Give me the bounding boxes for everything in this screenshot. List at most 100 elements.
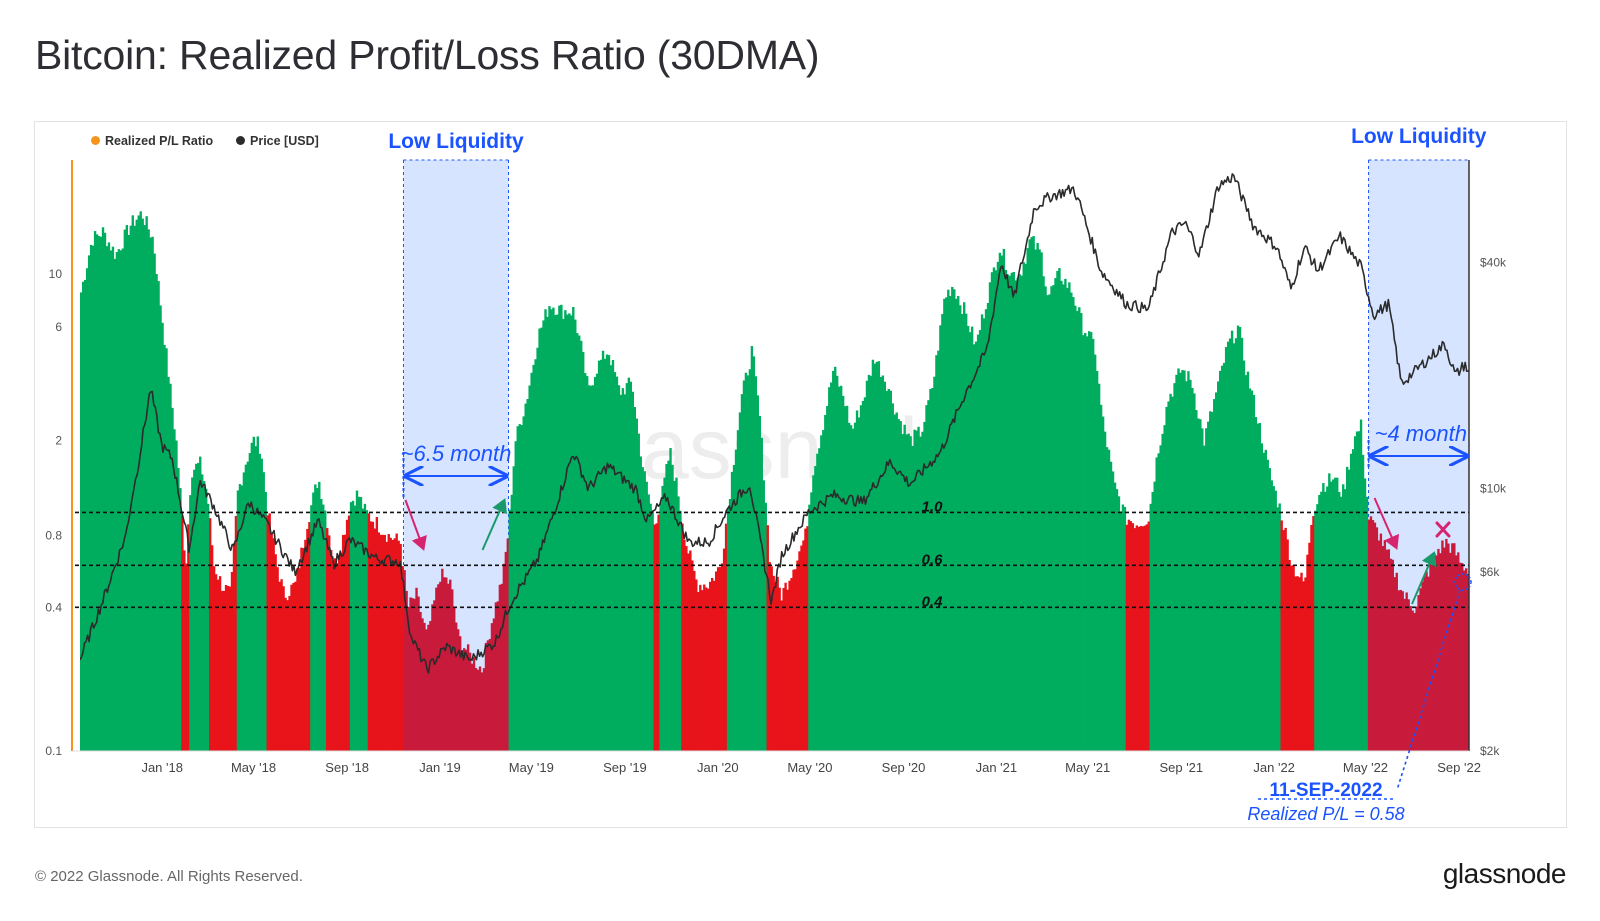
ratio-bar [667,460,670,751]
ratio-bar [355,490,359,751]
ratio-bar [1111,471,1115,751]
ratio-bar [871,359,875,751]
ratio-bar [210,545,214,751]
ratio-bar [1203,445,1206,751]
ratio-bar [349,502,353,751]
ratio-bar [117,249,121,751]
legend-price-dot-icon [236,136,245,145]
ratio-bar [778,587,781,751]
ratio-bar [1199,419,1202,751]
chart-frame [34,121,1567,828]
ratio-bar [877,361,881,751]
ratio-bar [560,304,563,751]
ratio-bar [1056,270,1059,751]
ratio-bar [254,446,257,751]
ratio-bar [1078,307,1081,751]
ratio-bar [1389,558,1393,751]
ratio-bar [1256,423,1260,751]
ratio-bar [851,428,855,751]
ratio-bar [1340,496,1343,751]
ratio-bar [1179,372,1182,751]
ratio-bar [873,363,877,751]
legend-item-ratio[interactable]: Realized P/L Ratio [91,134,213,148]
ratio-bar [1351,449,1355,751]
ratio-bar [891,403,894,751]
ratio-bar [1310,525,1313,751]
ratio-bar [232,543,236,751]
ratio-bar [1097,383,1101,751]
ratio-bar [909,436,912,751]
ratio-bar [322,504,325,751]
ratio-bar [1306,554,1309,751]
ratio-bar [175,440,178,751]
ratio-bar [1211,411,1214,751]
ratio-bar [584,373,587,751]
ratio-bar [300,547,303,751]
ratio-bar [816,453,819,751]
ratio-bar [197,462,200,751]
ratio-bar [248,453,252,751]
ratio-bar [1324,491,1327,751]
ratio-bar [1107,449,1111,751]
ratio-bar [1280,520,1283,751]
ratio-bar [278,581,281,751]
ratio-bar [240,485,244,751]
ratio-bar [125,225,129,751]
ratio-bar [760,437,763,751]
ratio-bar [81,281,85,751]
ratio-bar [570,315,573,751]
ratio-bar [714,571,718,751]
ratio-bar [824,414,827,751]
ratio-bar [647,494,650,751]
ratio-bar [115,252,119,751]
ratio-bar [462,648,466,751]
ratio-bar [649,503,652,751]
ratio-bar [191,477,194,751]
ratio-bar [984,309,988,751]
ratio-bar [228,586,232,751]
ratio-bar [1443,547,1446,751]
ratio-bar [897,419,900,751]
ratio-bar [149,237,152,751]
ratio-bar [587,385,591,751]
ratio-bar [187,524,190,751]
ratio-bar [1185,381,1188,751]
ratio-bar [423,622,426,751]
ratio-bar [772,575,775,751]
ratio-bar [901,433,904,751]
ratio-bar [377,532,381,751]
ratio-bar [1117,496,1121,751]
ratio-bar [391,539,394,751]
y-right-tick-label: $6k [1480,565,1500,579]
ratio-bar [1054,278,1057,751]
ratio-bar [1030,237,1033,751]
ratio-bar [1371,520,1375,751]
ratio-bar [661,485,664,751]
ratio-bar [1169,393,1172,751]
ratio-bar [637,433,640,751]
ratio-bar [189,495,192,751]
ratio-bar [1191,387,1194,751]
ratio-bar [766,525,769,751]
ratio-bar [1433,553,1436,751]
ratio-bar [623,394,627,751]
ratio-bar [631,391,635,751]
ratio-bar [619,394,623,751]
ratio-bar [1072,297,1075,751]
ratio-bar [1125,524,1129,751]
ratio-bar [413,598,416,751]
ratio-bar [806,526,809,751]
ratio-bar [363,503,367,751]
ratio-bar [1080,313,1083,751]
ratio-bar [1417,595,1420,751]
ratio-bar [1391,559,1394,751]
ratio-bar [508,509,511,751]
ratio-bar [750,346,754,751]
legend-item-price[interactable]: Price [USD] [236,134,319,148]
ratio-bar [970,326,974,751]
ratio-bar [1084,333,1087,751]
ratio-bar [836,375,839,751]
ratio-bar [351,500,355,751]
ratio-bar [1093,354,1097,751]
ratio-bar [1149,503,1152,751]
